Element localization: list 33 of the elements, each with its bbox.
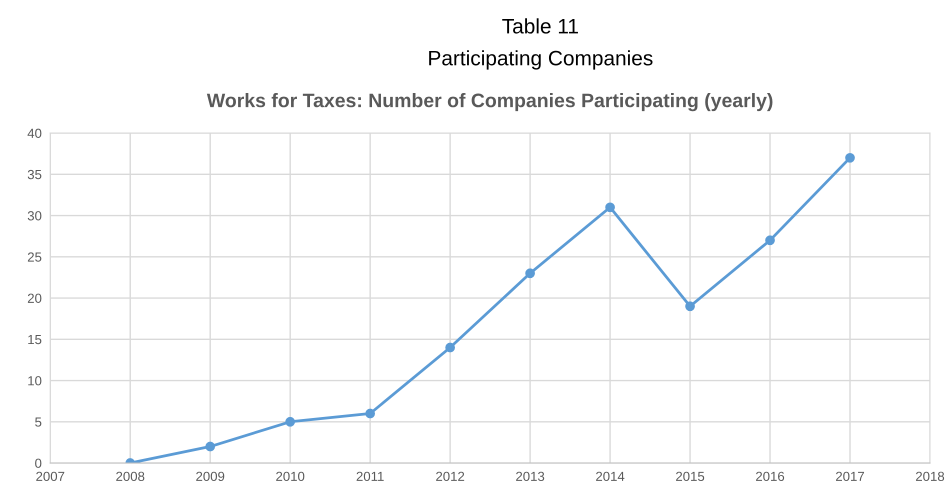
y-tick-label: 40	[28, 128, 42, 138]
point	[845, 152, 855, 163]
x-tick-label: 2011	[356, 472, 384, 482]
y-tick-label: 0	[35, 458, 42, 468]
y-tick-label: 30	[28, 211, 42, 220]
y-tick-label: 20	[28, 294, 42, 303]
x-tick-label: 2016	[756, 472, 784, 482]
x-tick-label: 2009	[196, 472, 224, 482]
point	[365, 408, 376, 418]
y-tick-label: 15	[28, 334, 42, 344]
point	[525, 268, 535, 278]
y-tick-label: 5	[35, 417, 42, 427]
x-tick-label: 2010	[276, 472, 304, 482]
x-tick-label: 2012	[436, 472, 464, 482]
point	[765, 235, 775, 246]
x-tick-label: 2013	[516, 472, 544, 482]
point	[685, 301, 695, 312]
x-tick-label: 2015	[676, 472, 704, 482]
x-tick-label: 2014	[596, 472, 624, 482]
x-tick-label: 2007	[36, 472, 64, 482]
point	[605, 202, 615, 212]
chart-title: Works for Taxes: Number of Companies Participating (yearly)	[206, 93, 772, 112]
point	[205, 442, 216, 452]
x-tick-label: 2017	[836, 472, 864, 482]
y-tick-label: 25	[28, 252, 42, 262]
y-tick-label: 35	[28, 170, 42, 180]
text: Participating Companies	[429, 50, 653, 70]
point	[285, 416, 296, 427]
caption: Table 11	[502, 18, 578, 34]
y-tick-label: 10	[28, 376, 42, 386]
point	[445, 342, 455, 352]
x-tick-label: 2008	[116, 472, 144, 482]
x-tick-label: 2018	[916, 472, 944, 482]
